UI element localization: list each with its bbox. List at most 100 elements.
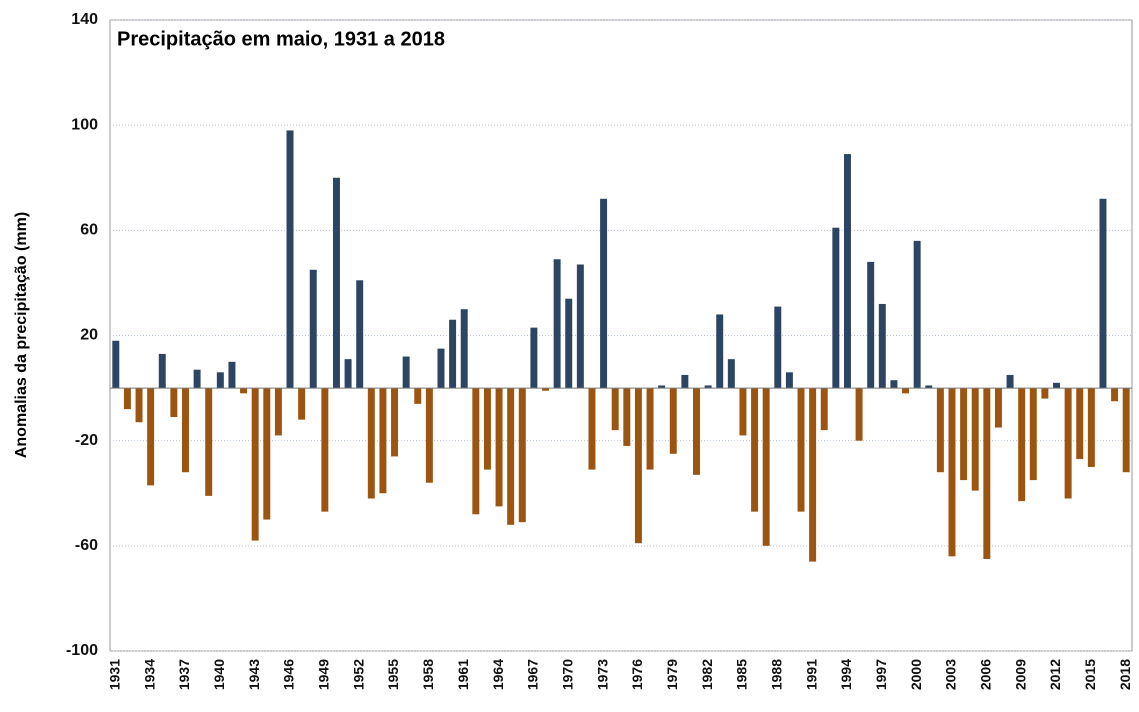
- x-tick-label: 2018: [1117, 659, 1133, 690]
- bar: [739, 388, 747, 436]
- bar: [983, 388, 991, 559]
- bar: [925, 385, 933, 389]
- bar: [216, 372, 224, 389]
- bar: [228, 361, 236, 389]
- bar: [669, 388, 677, 454]
- y-tick-label: -100: [66, 642, 98, 659]
- bar: [507, 388, 515, 525]
- x-tick-label: 1937: [176, 659, 192, 690]
- bar: [391, 388, 399, 457]
- bar: [321, 388, 329, 512]
- y-tick-label: 140: [71, 11, 98, 28]
- x-tick-label: 2003: [943, 659, 959, 690]
- bar: [623, 388, 631, 446]
- bar: [820, 388, 828, 431]
- x-tick-label: 1946: [281, 659, 297, 690]
- bar: [785, 372, 793, 389]
- bar: [727, 359, 735, 389]
- bar: [646, 388, 654, 470]
- bar: [286, 130, 294, 389]
- bar: [843, 154, 851, 389]
- bar: [634, 388, 642, 544]
- bar: [530, 327, 538, 389]
- bar: [1076, 388, 1084, 460]
- x-tick-label: 1970: [559, 659, 575, 690]
- bar: [693, 388, 700, 475]
- bar: [414, 388, 422, 404]
- bar: [716, 314, 724, 389]
- bar: [205, 388, 213, 496]
- x-tick-label: 1955: [385, 659, 401, 690]
- x-tick-label: 1988: [768, 659, 784, 690]
- bar: [1041, 388, 1049, 399]
- bar: [588, 388, 596, 470]
- x-tick-label: 2012: [1047, 659, 1063, 690]
- bar: [890, 380, 898, 389]
- y-tick-label: 100: [71, 116, 98, 133]
- bar: [1087, 388, 1095, 467]
- x-tick-label: 1994: [838, 659, 854, 690]
- bar: [542, 388, 549, 391]
- bar: [147, 388, 155, 486]
- x-tick-label: 1985: [734, 659, 750, 690]
- chart-title: Precipitação em maio, 1931 a 2018: [117, 28, 445, 50]
- bar: [158, 353, 166, 389]
- bar: [658, 385, 666, 389]
- bar: [1111, 388, 1119, 402]
- bar: [135, 388, 143, 423]
- x-tick-label: 1979: [664, 659, 680, 690]
- bar: [449, 319, 457, 389]
- x-tick-label: 1934: [141, 659, 157, 690]
- bar: [495, 388, 503, 507]
- bar: [112, 340, 120, 389]
- bar: [356, 280, 364, 389]
- bar: [960, 388, 968, 481]
- x-tick-label: 1997: [873, 659, 889, 690]
- y-tick-label: 60: [80, 222, 98, 239]
- bar: [867, 261, 875, 389]
- x-tick-label: 1982: [699, 659, 715, 690]
- bar: [1099, 198, 1107, 389]
- x-tick-label: 1943: [246, 659, 262, 690]
- y-axis-label: Anomalias da precipitação (mm): [13, 212, 30, 458]
- bar: [762, 388, 770, 546]
- x-tick-label: 2006: [978, 659, 994, 690]
- bar: [1018, 388, 1026, 502]
- bar: [553, 259, 561, 389]
- bar: [123, 388, 131, 410]
- bar: [518, 388, 526, 523]
- bar: [344, 359, 352, 389]
- bar: [832, 227, 840, 389]
- bar: [681, 374, 689, 389]
- bar: [472, 388, 480, 515]
- x-tick-label: 2000: [908, 659, 924, 690]
- bar: [425, 388, 433, 483]
- bar: [460, 309, 468, 389]
- bar: [809, 388, 817, 562]
- bar: [332, 177, 340, 389]
- x-tick-label: 2009: [1012, 659, 1028, 690]
- x-tick-label: 1958: [420, 659, 436, 690]
- bar: [902, 388, 910, 394]
- bar: [483, 388, 491, 470]
- x-tick-label: 2015: [1082, 659, 1098, 690]
- bar: [437, 348, 445, 389]
- bar: [240, 388, 248, 394]
- bar: [913, 240, 921, 389]
- bar: [298, 388, 306, 420]
- x-tick-label: 1949: [316, 659, 332, 690]
- bar: [367, 388, 375, 499]
- bar: [402, 356, 410, 389]
- bar: [263, 388, 271, 520]
- x-tick-label: 1967: [525, 659, 541, 690]
- bar: [878, 303, 886, 389]
- bar: [1053, 382, 1060, 389]
- bar: [379, 388, 387, 494]
- bar: [1064, 388, 1072, 499]
- bar: [855, 388, 863, 441]
- bar: [704, 385, 712, 389]
- x-tick-label: 1931: [107, 659, 123, 690]
- bar: [576, 264, 584, 389]
- x-tick-label: 1991: [803, 659, 819, 690]
- x-tick-label: 1973: [594, 659, 610, 690]
